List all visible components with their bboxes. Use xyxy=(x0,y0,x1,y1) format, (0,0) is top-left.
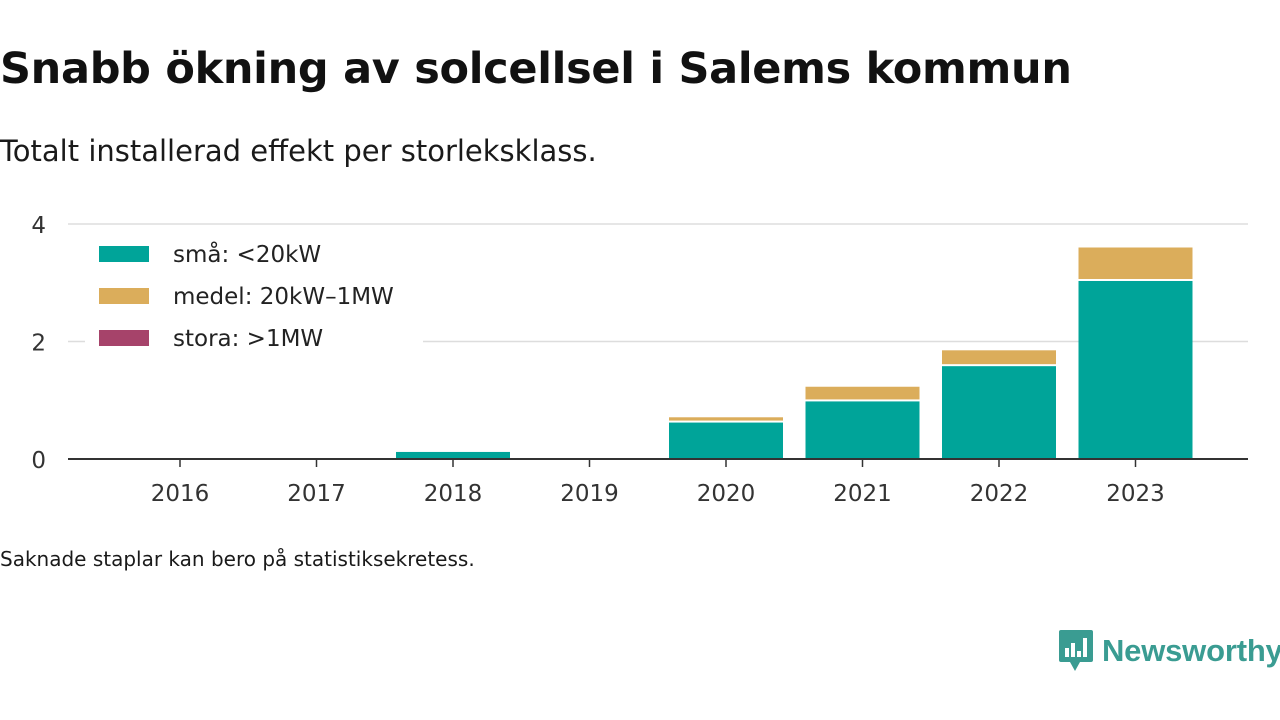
bar-segment xyxy=(1078,280,1193,459)
legend-swatch xyxy=(99,330,149,346)
y-tick-label: 2 xyxy=(31,331,46,357)
legend-label: små: <20kW xyxy=(173,240,321,268)
bar-segment xyxy=(1078,247,1193,279)
chart-title: Snabb ökning av solcellsel i Salems komm… xyxy=(0,44,1072,94)
legend-label: medel: 20kW–1MW xyxy=(173,284,394,310)
bar-segment xyxy=(942,366,1056,459)
x-tick-label: 2022 xyxy=(970,481,1029,507)
brand-name: Newsworthy xyxy=(1102,633,1280,668)
legend-swatch xyxy=(99,246,149,262)
x-tick-label: 2019 xyxy=(560,481,619,507)
bar-segment xyxy=(396,451,510,459)
bar-segment xyxy=(942,350,1056,365)
x-tick-label: 2023 xyxy=(1106,481,1165,507)
legend-swatch xyxy=(99,288,149,304)
x-tick-label: 2018 xyxy=(424,481,483,507)
footnote: Saknade staplar kan bero på statistiksek… xyxy=(0,547,475,571)
x-tick-label: 2017 xyxy=(287,481,346,507)
y-tick-label: 0 xyxy=(31,448,46,474)
bar-segment xyxy=(805,386,920,400)
brand-logo: Newsworthy xyxy=(1058,628,1280,674)
chart-subtitle: Totalt installerad effekt per storlekskl… xyxy=(0,134,597,168)
y-tick-label: 4 xyxy=(31,213,46,239)
legend-label: stora: >1MW xyxy=(173,326,323,352)
bar-segment xyxy=(805,401,920,459)
x-tick-label: 2016 xyxy=(151,481,210,507)
x-tick-label: 2021 xyxy=(833,481,892,507)
bar-segment xyxy=(669,417,783,421)
newsworthy-logo-icon xyxy=(1059,630,1093,671)
x-tick-label: 2020 xyxy=(697,481,756,507)
bar-segment xyxy=(669,422,783,459)
stacked-bar-chart: 0 2 4 2016 2017 2018 2019 2020 2021 2022 2023 små: … xyxy=(31,213,1248,507)
